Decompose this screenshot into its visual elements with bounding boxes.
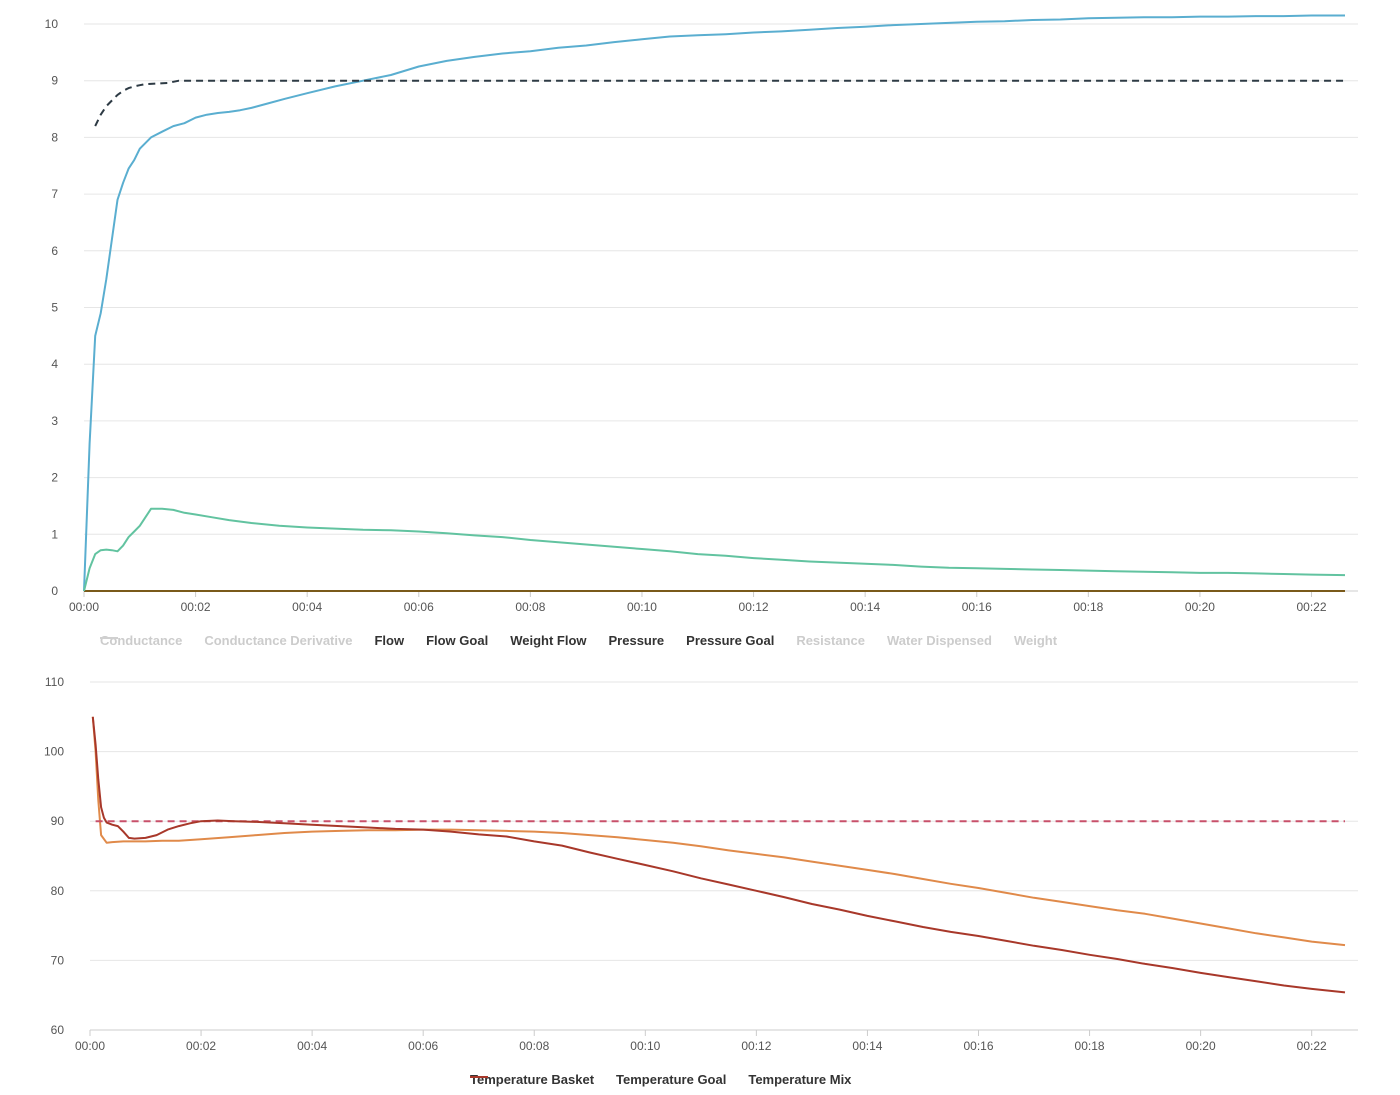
lower-chart-legend: Temperature Basket Temperature Goal Temper… bbox=[470, 1072, 851, 1087]
legend-label: Pressure Goal bbox=[686, 633, 775, 648]
x-tick-label: 00:12 bbox=[739, 600, 769, 614]
x-tick-label: 00:02 bbox=[186, 1039, 216, 1053]
y-tick-label: 60 bbox=[51, 1023, 65, 1037]
y-tick-label: 1 bbox=[51, 527, 58, 541]
x-tick-label: 00:22 bbox=[1297, 1039, 1327, 1053]
y-tick-label: 70 bbox=[51, 953, 65, 967]
legend-item-temperature-goal[interactable]: Temperature Goal bbox=[470, 1072, 727, 1087]
legend-item-temperature-basket[interactable]: Temperature Basket bbox=[470, 1072, 594, 1087]
x-tick-label: 00:08 bbox=[519, 1039, 549, 1053]
upper-chart-legend: Conductance Conductance Derivative Flow Flo… bbox=[100, 633, 1057, 648]
x-tick-label: 00:08 bbox=[515, 600, 545, 614]
legend-label: Flow bbox=[374, 633, 405, 648]
legend-label: Temperature Goal bbox=[616, 1072, 727, 1087]
legend-label: Weight bbox=[1013, 633, 1058, 648]
x-tick-label: 00:00 bbox=[69, 600, 99, 614]
legend-label: Conductance Derivative bbox=[204, 633, 353, 648]
x-tick-label: 00:22 bbox=[1297, 600, 1327, 614]
y-tick-label: 3 bbox=[51, 414, 58, 428]
x-tick-label: 00:16 bbox=[963, 1039, 993, 1053]
y-tick-label: 6 bbox=[51, 244, 58, 258]
legend-swatch bbox=[470, 1076, 488, 1078]
x-tick-label: 00:04 bbox=[292, 600, 322, 614]
y-tick-label: 0 bbox=[51, 584, 58, 598]
legend-label: Resistance bbox=[796, 633, 865, 648]
x-tick-label: 00:06 bbox=[408, 1039, 438, 1053]
upper-flow-pressure-chart: 0 1 2 3 4 5 6 7 8 9 10 00:00 00:02 00:04 00:06 00:08 00:… bbox=[45, 14, 1358, 614]
x-tick-label: 00:10 bbox=[630, 1039, 660, 1053]
x-tick-label: 00:18 bbox=[1073, 600, 1103, 614]
legend-label: Temperature Basket bbox=[470, 1072, 595, 1087]
legend-label: Conductance bbox=[100, 633, 183, 648]
series-line-flow bbox=[83, 14, 1345, 592]
legend-item-weight[interactable]: Weight bbox=[100, 633, 1058, 648]
series-line-temperature-basket bbox=[91, 716, 1346, 947]
y-tick-label: 10 bbox=[45, 17, 59, 31]
y-tick-label: 110 bbox=[45, 675, 64, 689]
x-tick-label: 00:14 bbox=[850, 600, 880, 614]
y-tick-label: 80 bbox=[51, 884, 65, 898]
x-tick-label: 00:12 bbox=[741, 1039, 771, 1053]
x-tick-label: 00:18 bbox=[1075, 1039, 1105, 1053]
x-tick-label: 00:02 bbox=[181, 600, 211, 614]
legend-label: Temperature Mix bbox=[748, 1072, 852, 1087]
legend-label: Weight Flow bbox=[510, 633, 587, 648]
y-tick-label: 100 bbox=[44, 745, 64, 759]
legend-label: Water Dispensed bbox=[886, 633, 992, 648]
y-tick-label: 9 bbox=[51, 74, 58, 88]
x-tick-label: 00:10 bbox=[627, 600, 657, 614]
series-line-flow-goal bbox=[94, 79, 1345, 127]
x-tick-label: 00:16 bbox=[962, 600, 992, 614]
x-tick-label: 00:14 bbox=[852, 1039, 882, 1053]
y-tick-label: 90 bbox=[51, 814, 65, 828]
y-tick-label: 5 bbox=[51, 301, 58, 315]
y-tick-label: 7 bbox=[51, 187, 58, 201]
legend-item-temperature-mix[interactable]: Temperature Mix bbox=[470, 1072, 852, 1087]
legend-label: Pressure bbox=[608, 633, 665, 648]
series-line-pressure bbox=[83, 507, 1346, 592]
x-tick-label: 00:00 bbox=[75, 1039, 105, 1053]
x-tick-label: 00:20 bbox=[1186, 1039, 1216, 1053]
y-tick-label: 4 bbox=[51, 357, 58, 371]
y-tick-label: 8 bbox=[51, 130, 58, 144]
y-tick-label: 2 bbox=[51, 471, 58, 485]
series-line-temperature-mix bbox=[91, 716, 1346, 994]
legend-swatch bbox=[100, 637, 118, 639]
legend-label: Flow Goal bbox=[426, 633, 489, 648]
x-tick-label: 00:06 bbox=[404, 600, 434, 614]
x-tick-label: 00:20 bbox=[1185, 600, 1215, 614]
x-tick-label: 00:04 bbox=[297, 1039, 327, 1053]
